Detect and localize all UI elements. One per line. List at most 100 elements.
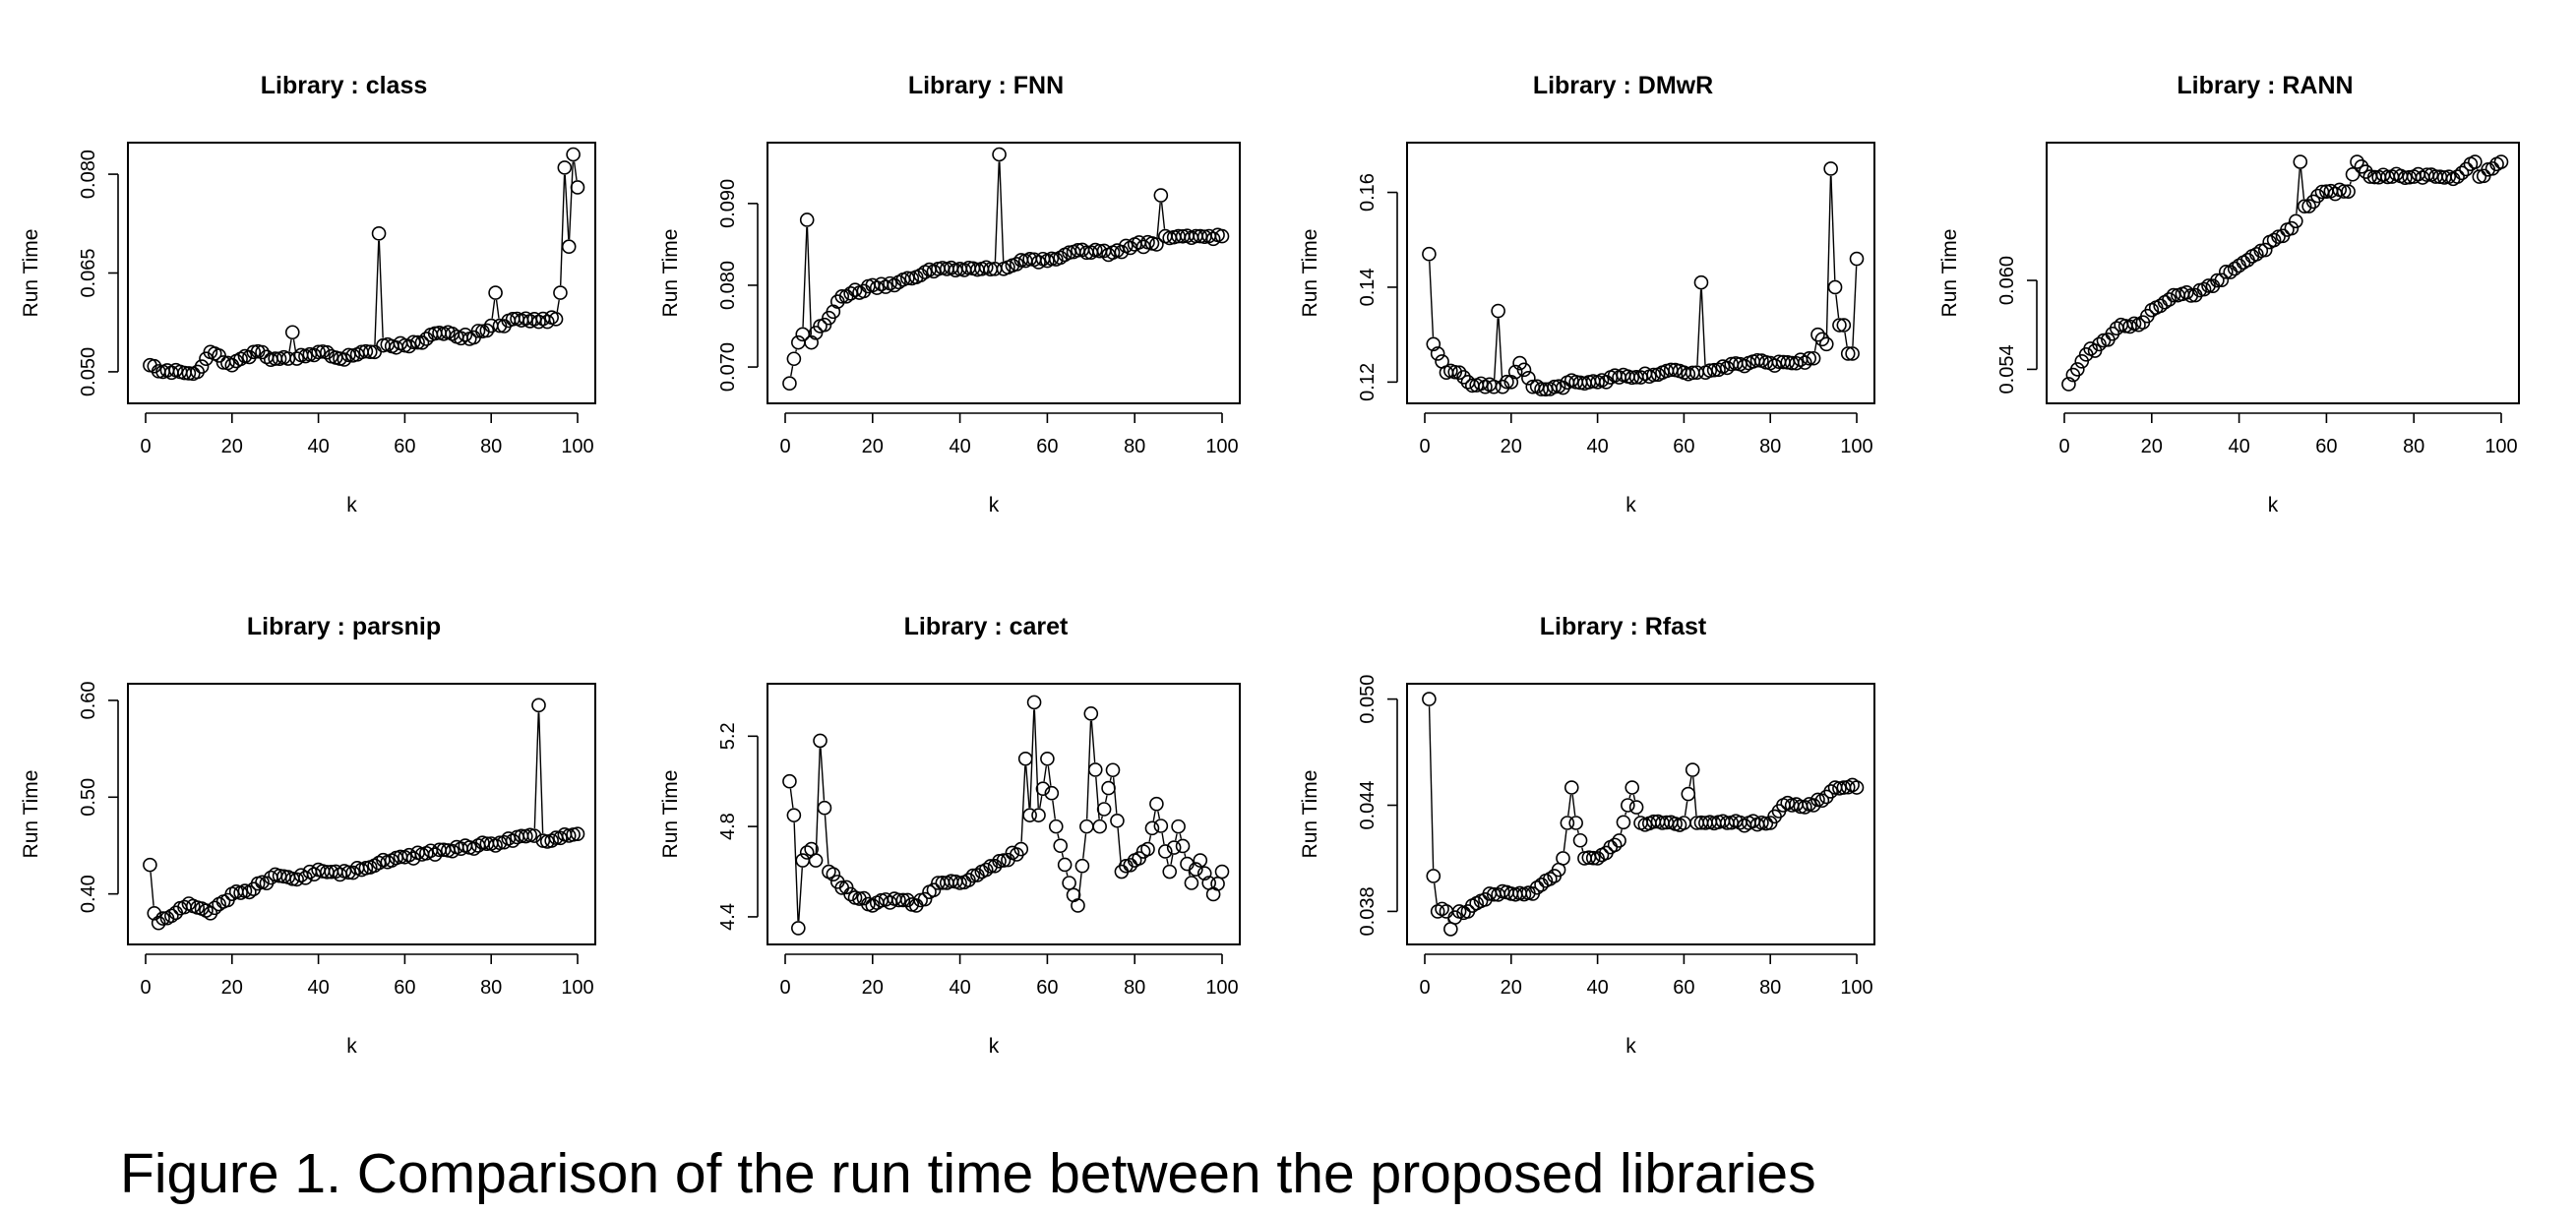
y-tick-label: 0.038 [1357,886,1379,936]
x-tick-label: 20 [1501,436,1522,457]
series-segment [1104,795,1108,803]
data-point [401,338,417,354]
data-point [492,318,508,334]
series-segment [1696,289,1702,366]
data-point [1166,840,1182,855]
x-tick-label: 80 [480,977,502,999]
y-tick-label: 0.050 [1357,675,1379,724]
series-segment [1571,794,1576,817]
data-point [544,833,559,848]
x-tick-label: 40 [949,436,970,457]
data-point [1149,237,1164,252]
data-point [2214,273,2230,288]
data-point [143,857,157,873]
data-point [2293,154,2308,169]
data-point [1849,251,1865,267]
y-axis: 0.038 0.044 0.050 [1357,675,1398,936]
x-tick-label: 80 [1124,436,1145,457]
data-point [1074,858,1090,874]
chart-title: Library : parsnip [247,613,441,640]
x-tick-label: 20 [2141,436,2163,457]
data-point [786,808,802,822]
series-segment [1052,800,1056,819]
y-tick-label: 0.090 [717,179,739,228]
x-tick-label: 60 [2315,436,2337,457]
data-point [458,327,473,342]
y-tick-label: 0.054 [1996,344,2018,394]
series-segment [999,161,1005,262]
y-tick-label: 0.14 [1357,268,1379,306]
data-point [1062,876,1076,890]
data-point [566,147,581,162]
chart-panel-4: Library : RANN 0 20 40 60 80 100 k 0.054 0.060 Run… [1938,72,2520,516]
data-point [289,872,304,887]
series-segment [1632,794,1636,801]
data-point [1560,816,1575,830]
series-segment [1047,765,1052,786]
data-point [1568,816,1583,830]
series-segment [820,748,826,801]
series-run-time [143,147,585,382]
data-point [1456,370,1471,385]
data-point [1702,363,1718,379]
data-point [1818,336,1834,352]
data-point [2345,166,2361,182]
series-segment [1429,261,1435,337]
data-point [1685,762,1700,777]
y-tick-label: 0.080 [717,261,739,310]
data-point [155,911,170,926]
series-segment [491,299,496,319]
data-point [1832,318,1847,333]
chart-title: Library : DMwR [1533,72,1713,99]
data-point [799,845,815,860]
data-point [505,833,521,848]
data-point [1071,898,1085,913]
data-point [1451,365,1467,381]
data-point [2297,199,2312,214]
data-point [194,359,210,374]
series-segment [798,867,803,921]
data-point [1210,877,1225,891]
series-segment [806,226,813,335]
data-point [1612,833,1626,848]
data-point [284,325,300,340]
data-point [2284,220,2300,236]
x-tick-label: 40 [1586,977,1608,999]
data-point [1430,346,1445,361]
y-tick-label: 0.50 [78,778,99,817]
y-axis: 4.4 4.8 5.2 [717,722,759,931]
data-point [2450,169,2465,184]
data-point [2257,242,2273,258]
data-point [1836,318,1852,333]
data-point [561,239,577,255]
data-point [1196,866,1212,881]
data-point [470,838,486,853]
x-tick-label: 40 [307,977,329,999]
series-segment [1179,833,1183,839]
data-point [272,868,287,883]
data-point [826,867,841,881]
data-point [427,847,443,862]
plot-frame [767,142,1241,404]
chart-panel-3: Library : DMwR 0 20 40 60 80 100 k 0.12 0.14 0.16 R… [1299,72,1875,516]
data-point [782,376,797,391]
data-point [2092,336,2107,352]
data-point [2061,377,2076,392]
data-point [1646,367,1661,383]
chart-panel-2: Library : FNN 0 20 40 60 80 100 k 0.070 0.080 0.09… [659,72,1241,516]
series-segment [815,748,821,854]
x-tick-label: 40 [307,436,329,457]
series-segment [374,240,380,345]
data-point [2301,199,2316,213]
x-tick-label: 80 [1124,977,1145,999]
series-segment [1688,776,1692,787]
data-point [1443,922,1458,937]
series-run-time [2061,154,2509,392]
data-point [978,862,994,878]
series-segment [1628,794,1631,799]
y-axis-label: Run Time [659,229,682,318]
series-segment [1581,847,1584,852]
chart-title: Library : caret [904,613,1069,640]
data-point [1013,841,1029,857]
data-point [1845,346,1860,361]
